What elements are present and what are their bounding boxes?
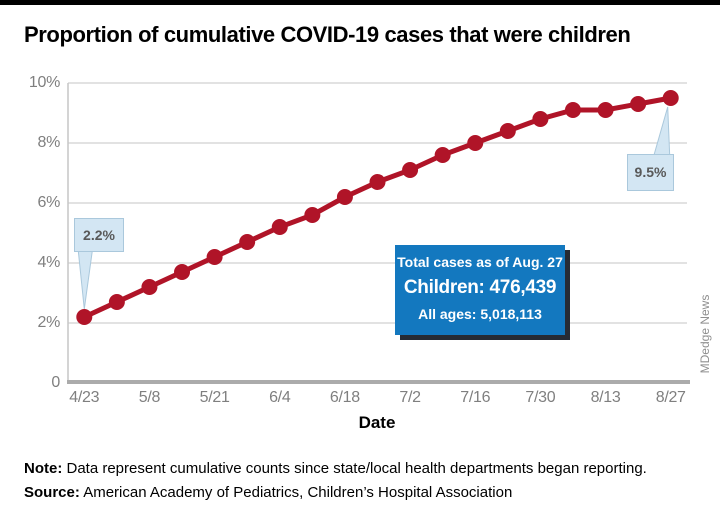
x-tick-label: 6/18 (329, 389, 360, 406)
note-line: Note: Data represent cumulative counts s… (24, 459, 704, 478)
callout-first-tail (77, 250, 93, 310)
y-tick-label: 6% (37, 194, 60, 211)
x-tick-label: 8/13 (590, 389, 621, 406)
data-point (564, 102, 581, 118)
callout-first-point: 2.2% (74, 218, 124, 252)
x-tick-label: 8/27 (655, 389, 686, 406)
y-tick-label: 10% (28, 74, 60, 91)
y-tick-label: 8% (37, 134, 60, 151)
data-point (630, 96, 647, 112)
total-cases-info-box: Total cases as of Aug. 27 Children: 476,… (395, 245, 565, 335)
x-tick-label: 6/4 (269, 389, 291, 406)
data-point (174, 264, 191, 280)
x-tick-label: 7/2 (399, 389, 421, 406)
source-label: Source: (24, 484, 80, 501)
data-point (532, 111, 549, 127)
data-point (239, 234, 256, 250)
info-box-all-ages-count: All ages: 5,018,113 (418, 306, 542, 322)
data-point (434, 147, 451, 163)
info-box-title: Total cases as of Aug. 27 (397, 254, 563, 270)
data-point (402, 162, 419, 178)
data-point (141, 279, 158, 295)
y-tick-label: 4% (37, 254, 60, 271)
x-tick-label: 4/23 (69, 389, 100, 406)
data-point (304, 207, 321, 223)
note-text: Data represent cumulative counts since s… (62, 460, 647, 477)
callout-last-tail (653, 106, 671, 157)
source-text: American Academy of Pediatrics, Children… (79, 484, 513, 501)
data-point (271, 219, 288, 235)
data-point (206, 249, 223, 265)
x-axis-title: Date (358, 413, 396, 432)
trend-line (83, 95, 672, 320)
top-accent-bar (0, 0, 720, 5)
data-point (467, 135, 484, 151)
x-tick-label: 7/16 (460, 389, 491, 406)
callout-first-label: 2.2% (83, 227, 115, 243)
page-title: Proportion of cumulative COVID-19 cases … (24, 22, 631, 47)
callout-last-label: 9.5% (634, 164, 667, 180)
data-point (369, 174, 386, 190)
source-line: Source: American Academy of Pediatrics, … (24, 483, 704, 502)
data-point (499, 123, 516, 139)
data-point (597, 102, 614, 118)
data-point (108, 294, 125, 310)
y-tick-label: 2% (37, 314, 60, 331)
data-point (76, 309, 93, 325)
data-point (336, 189, 353, 205)
callout-last-point: 9.5% (627, 154, 674, 191)
x-tick-label: 7/30 (525, 389, 556, 406)
mdedge-news-credit: MDedge News (698, 294, 712, 374)
info-box-children-count: Children: 476,439 (403, 277, 557, 298)
x-tick-label: 5/8 (138, 389, 161, 406)
x-tick-label: 5/21 (199, 389, 230, 406)
data-point (662, 90, 679, 106)
note-label: Note: (24, 460, 63, 477)
y-tick-label: 0 (51, 374, 60, 391)
